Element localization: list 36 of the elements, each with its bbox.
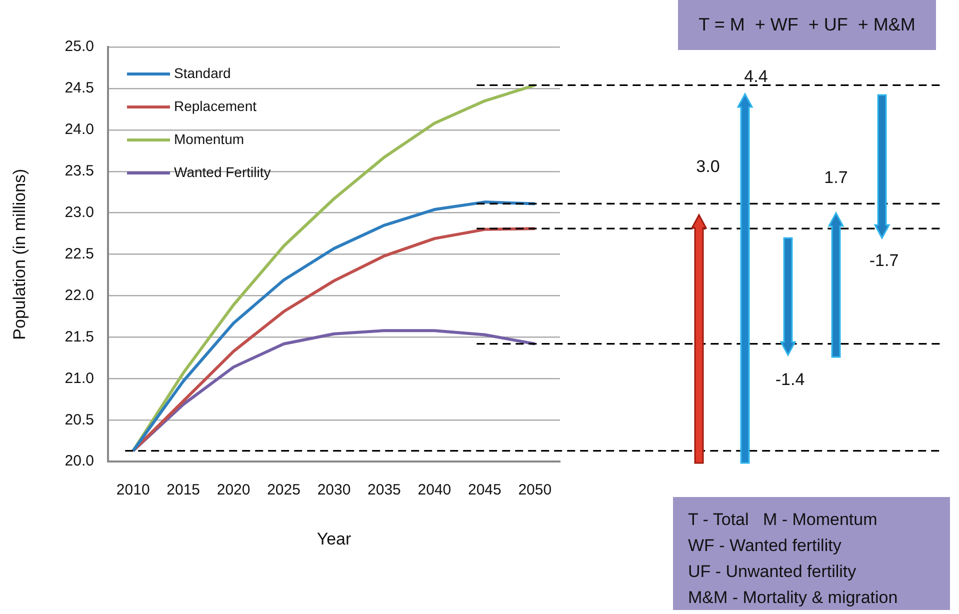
text: WF - Wanted fertility <box>688 536 842 556</box>
text: -1.7 <box>869 251 899 271</box>
y-tick-label: 21.0 <box>64 370 94 387</box>
text: UF - Unwanted fertility <box>688 562 856 582</box>
y-tick-label: 22.5 <box>64 245 94 262</box>
text: -1.4 <box>775 370 805 390</box>
x-tick-label: 2015 <box>166 482 200 499</box>
y-tick-label: 24.0 <box>64 121 94 138</box>
x-tick-label: 2030 <box>317 482 351 499</box>
y-tick-label: 20.0 <box>64 452 94 470</box>
x-tick-label: 2020 <box>216 482 250 499</box>
y-tick-label: 21.5 <box>64 328 94 346</box>
text: T - Total M - Momentum <box>688 510 878 530</box>
text: T = M + WF + UF + M&M <box>698 14 916 36</box>
y-axis-title: Population (in millions) <box>10 168 29 340</box>
y-tick-label: 23.0 <box>64 204 94 221</box>
y-tick-label: 23.5 <box>64 162 94 180</box>
x-tick-label: 2035 <box>368 482 401 499</box>
x-tick-label: 2040 <box>418 482 452 499</box>
text: 3.0 <box>696 157 720 177</box>
x-tick-label: 2025 <box>267 482 300 499</box>
x-tick-label: 2010 <box>116 482 150 499</box>
text: 4.4 <box>744 67 768 87</box>
y-tick-label: 22.0 <box>64 286 94 304</box>
y-tick-label: 24.5 <box>64 80 94 97</box>
legend-label: Wanted Fertility <box>174 164 271 180</box>
y-tick-label: 20.5 <box>64 411 94 428</box>
legend-label: Replacement <box>174 98 257 114</box>
x-tick-label: 2045 <box>468 482 502 499</box>
x-tick-label: 2050 <box>518 482 552 499</box>
legend-label: Standard <box>174 64 231 81</box>
legend-label: Momentum <box>174 130 244 147</box>
text: M&M - Mortality & migration <box>688 588 898 608</box>
y-tick-label: 25.0 <box>64 38 94 56</box>
x-axis-title: Year <box>316 529 352 548</box>
text: 1.7 <box>824 168 848 188</box>
